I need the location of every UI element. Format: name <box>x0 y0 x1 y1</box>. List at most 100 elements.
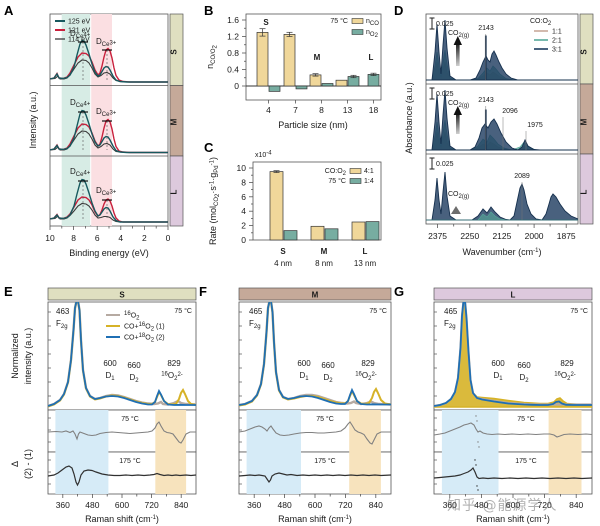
svg-text:DCe4+: DCe4+ <box>70 98 91 109</box>
svg-text:2: 2 <box>241 221 246 231</box>
panel-f-main-frame <box>238 301 392 411</box>
svg-text:0.8: 0.8 <box>227 48 239 58</box>
panel-d-L-co2g: CO2(g) <box>448 191 469 200</box>
panel-label-C: C <box>204 140 214 155</box>
peak-d2: D2 <box>129 373 139 384</box>
panel-g-xaxis <box>449 494 577 498</box>
dce3-M-main: D <box>96 107 102 116</box>
svg-text:0.025: 0.025 <box>436 91 454 98</box>
panel-d-S-traces <box>426 19 578 81</box>
svg-text:4: 4 <box>118 233 123 243</box>
panel-f-xaxis <box>253 494 377 498</box>
peak-g-660: 660 <box>517 361 531 370</box>
peak-f-829: 829 <box>361 359 375 368</box>
panel-e-diff-175 <box>48 465 196 487</box>
panel-a-legend: 125 eV 121 eV 114 eV <box>55 19 91 44</box>
svg-text:8: 8 <box>241 177 246 187</box>
panel-d-M-scalebar: 0.025 <box>429 87 454 100</box>
svg-text:S: S <box>263 18 269 27</box>
bar-nco-7nm <box>283 34 296 87</box>
panel-e-svg: S 463 F2g 600 D1 660 D2 829 16O22- 75 °C… <box>10 287 197 524</box>
panel-d-xaxis <box>437 224 567 228</box>
panel-d-S-scalebar: 0.025 <box>429 17 454 30</box>
panel-c-svg: x10-4 0 2 4 6 8 10 Rate (molCO2·s-1·gPd-… <box>208 151 382 268</box>
svg-text:M: M <box>321 247 328 256</box>
panel-label-E: E <box>4 284 13 299</box>
panel-f-xlabel: Raman shift (cm-1) <box>278 514 352 524</box>
svg-text:360: 360 <box>247 500 261 510</box>
svg-text:0: 0 <box>166 233 171 243</box>
panel-b-temp: 75 °C <box>330 17 348 25</box>
panel-label-A: A <box>4 3 14 18</box>
panel-a-xticklabels: 10 8 6 4 2 0 <box>45 233 170 243</box>
svg-text:4 nm: 4 nm <box>274 259 292 268</box>
panel-c-legend: CO:O2 75 °C 4:1 1:4 <box>325 168 374 185</box>
panel-g-peak-labels: 465 F2g 600 D1 660 D2 829 16O22- <box>444 307 576 384</box>
svg-text:1875: 1875 <box>557 231 576 241</box>
peak-g-d2: D2 <box>519 373 529 384</box>
panel-d-M-arrow-up <box>453 106 462 134</box>
bar-no2-7nm <box>295 85 308 90</box>
peak-g-f2g: F2g <box>444 319 456 330</box>
legend-c-14: 1:4 <box>364 178 374 185</box>
panel-c-ylabel: Rate (molCO2·s-1·gPd-1) <box>208 157 221 245</box>
legend-a-item-0: 125 eV <box>68 19 91 26</box>
dce3-L-sub: Ce <box>102 191 110 197</box>
legend-e-1: CO+16O2 (1) <box>124 322 165 332</box>
panel-a-M-125eV <box>50 109 168 154</box>
svg-text:M: M <box>314 53 321 62</box>
legend-c-41: 4:1 <box>364 168 374 175</box>
panel-e-xticklabels: 360 480 600 720 840 <box>56 500 189 510</box>
panel-g-temp: 75 °C <box>570 307 588 315</box>
svg-text:720: 720 <box>338 500 352 510</box>
sizebar-label-L: L <box>170 189 179 194</box>
panel-g-diff-75 <box>434 415 592 448</box>
svg-text:0.025: 0.025 <box>436 21 454 28</box>
panel-g-header-label: L <box>511 291 516 300</box>
dce3-L-sup: 3+ <box>109 190 116 196</box>
svg-text:6: 6 <box>95 233 100 243</box>
peak-d1: D1 <box>105 371 115 382</box>
panel-c: x10-4 0 2 4 6 8 10 Rate (molCO2·s-1·gPd-… <box>200 138 390 278</box>
panel-d-M-label-1975: 1975 <box>527 122 543 129</box>
svg-text:L: L <box>369 53 374 62</box>
panel-c-bars <box>269 170 380 241</box>
panel-d-xticklabels: 2375 2250 2125 2000 1875 <box>428 231 576 241</box>
peak-f-d2: D2 <box>323 373 333 384</box>
legend-e-2: CO+18O2 (2) <box>124 333 165 343</box>
legend-d-0: 1:1 <box>552 29 562 36</box>
svg-text:8: 8 <box>319 105 324 115</box>
panel-g-xlabel: Raman shift (cm-1) <box>476 514 550 524</box>
panel-c-yticklabels: 0 2 4 6 8 10 <box>237 163 247 245</box>
svg-text:1.2: 1.2 <box>227 32 239 42</box>
bar-14-S <box>283 230 298 241</box>
dce4-M-sup: 4+ <box>83 102 90 108</box>
dce4-S-sub: Ce <box>76 34 84 40</box>
dce3-S-main: D <box>96 37 102 46</box>
panel-label-D: D <box>394 3 404 18</box>
panel-c-yaxis <box>249 167 253 241</box>
panel-label-G: G <box>394 284 405 299</box>
panel-c-xlabels: S 4 nm M 8 nm L 13 nm <box>274 247 376 268</box>
peak-660: 660 <box>127 361 141 370</box>
panel-a-svg: DCe4+ DCe3+ DCe4+ DCe3+ DCe4+ DCe3+ 125 … <box>28 13 184 258</box>
svg-text:13: 13 <box>343 105 353 115</box>
dce3-L-main: D <box>96 186 102 195</box>
svg-text:2250: 2250 <box>460 231 479 241</box>
panel-d-L-label-2089: 2089 <box>514 173 530 180</box>
panel-d-M-co2g: CO2(g) <box>448 100 469 109</box>
peak-g-d1: D1 <box>493 371 503 382</box>
panel-g-diff175-label: 175 °C <box>515 457 536 465</box>
dce3-M-sub: Ce <box>102 112 110 118</box>
sizebar-d-label-S: S <box>580 49 589 55</box>
panel-d-xlabel: Wavenumber (cm-1) <box>462 247 541 257</box>
panel-label-B: B <box>204 3 214 18</box>
dce4-L-sup: 4+ <box>83 171 90 177</box>
svg-text:600: 600 <box>506 500 520 510</box>
svg-text:360: 360 <box>443 500 457 510</box>
svg-text:8 nm: 8 nm <box>315 259 333 268</box>
panel-e-diff175-label: 175 °C <box>119 457 140 465</box>
panel-a-xlabel: Binding energy (eV) <box>69 248 149 258</box>
panel-c-temp: 75 °C <box>328 177 346 185</box>
panel-a-ylabel: Intensity (a.u.) <box>28 91 38 148</box>
